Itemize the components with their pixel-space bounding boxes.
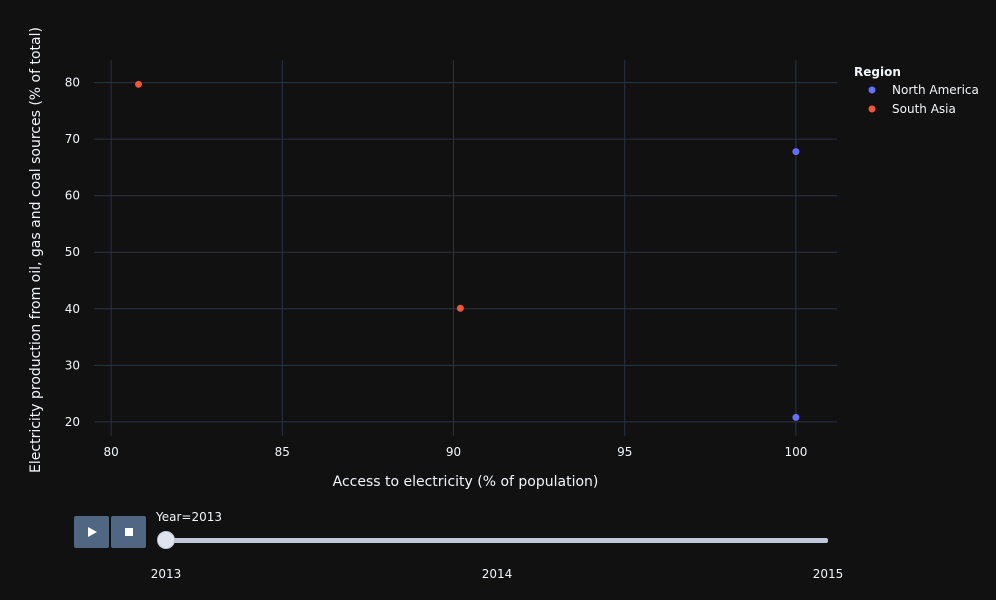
year-slider-rail[interactable] (166, 538, 828, 543)
data-point[interactable] (792, 148, 800, 156)
x-tick-label: 90 (446, 445, 461, 459)
grid-lines (94, 60, 837, 436)
legend-item-label[interactable]: North America (892, 83, 979, 97)
data-point[interactable] (456, 304, 464, 312)
y-tick-label: 20 (65, 415, 80, 429)
y-tick-label: 70 (65, 132, 80, 146)
y-tick-label: 80 (65, 76, 80, 90)
y-tick-label: 30 (65, 358, 80, 372)
data-points (135, 80, 800, 421)
y-tick-label: 60 (65, 189, 80, 203)
slider-step-label[interactable]: 2015 (812, 567, 844, 581)
stop-button[interactable] (111, 516, 146, 548)
legend-marker (868, 86, 876, 94)
data-point[interactable] (792, 413, 800, 421)
data-point[interactable] (135, 80, 143, 88)
year-slider-handle[interactable] (157, 531, 175, 549)
x-tick-label: 100 (784, 445, 807, 459)
legend: Region North America South Asia (854, 65, 979, 116)
x-tick-label: 85 (275, 445, 290, 459)
legend-item-label[interactable]: South Asia (892, 102, 956, 116)
axis-ticks: 80 85 90 95 100 20 30 40 50 60 70 80 (65, 76, 808, 459)
play-icon (87, 527, 97, 537)
play-button[interactable] (74, 516, 109, 548)
x-tick-label: 95 (617, 445, 632, 459)
slider-step-label[interactable]: 2013 (150, 567, 182, 581)
stop-icon (124, 528, 133, 536)
slider-step-label[interactable]: 2014 (481, 567, 513, 581)
x-tick-label: 80 (103, 445, 118, 459)
legend-marker (868, 105, 876, 113)
legend-title: Region (854, 65, 901, 79)
y-tick-label: 40 (65, 302, 80, 316)
slider-current-value: Year=2013 (156, 510, 222, 524)
y-tick-label: 50 (65, 245, 80, 259)
x-axis-title: Access to electricity (% of population) (333, 474, 599, 490)
y-axis-title: Electricity production from oil, gas and… (28, 27, 44, 473)
